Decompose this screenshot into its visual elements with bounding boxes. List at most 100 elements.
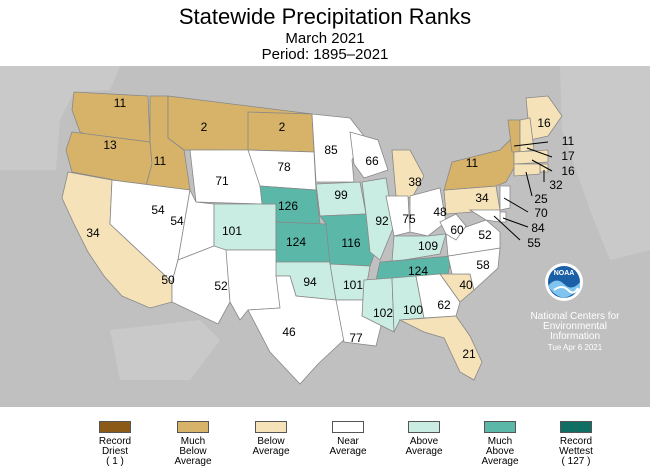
rank-label-wa: 11 [114, 96, 127, 110]
state-mi [391, 149, 425, 199]
rank-label-mt: 2 [201, 120, 208, 134]
legend-label: Record [559, 436, 593, 447]
noaa-logo: NOAA [544, 262, 584, 307]
rank-label-co: 101 [222, 224, 242, 238]
legend-label: Average [252, 446, 290, 457]
leader-line-nh [526, 147, 553, 158]
state-tx [247, 275, 353, 385]
rank-label-tx: 46 [282, 325, 296, 339]
rank-label-mo: 116 [341, 236, 360, 250]
rank-label-ne: 126 [278, 199, 298, 213]
rank-label-va: 52 [478, 228, 492, 242]
map-period: Period: 1895–2021 [261, 46, 389, 63]
rank-label-me: 16 [537, 116, 551, 130]
legend-item-7: Record Wettest( 127 ) [536, 421, 616, 467]
rank-label-nm: 52 [214, 279, 228, 293]
leader-line-md [493, 215, 521, 241]
state-de [499, 211, 507, 223]
leader-line-ct [525, 171, 533, 197]
leader-line-de [502, 217, 529, 228]
map-month: March 2021 [285, 30, 365, 47]
rank-label-fl: 21 [462, 347, 476, 361]
leader-line-nj [503, 197, 529, 213]
rank-label-nd: 2 [279, 120, 286, 134]
state-wv [439, 213, 467, 241]
legend-swatch [177, 421, 209, 433]
legend-swatch [255, 421, 287, 433]
rank-label-sd: 78 [277, 160, 291, 174]
rank-label-il: 92 [375, 214, 389, 228]
legend-label: Record [98, 436, 132, 447]
rank-label-ri: 32 [549, 178, 563, 192]
legend-label: Above [409, 436, 439, 447]
leader-line-ma [531, 159, 553, 172]
state-fl [398, 315, 483, 381]
rank-label-az: 50 [161, 273, 175, 287]
legend-label: Below [179, 446, 207, 457]
legend-item-3: Below Average [231, 421, 311, 457]
state-mn [311, 113, 365, 183]
legend-label: ( 127 ) [561, 456, 591, 467]
land-region-2 [560, 66, 650, 260]
rank-label-wy: 71 [215, 174, 229, 188]
legend-label: Average [174, 456, 212, 467]
rank-label-sc: 40 [459, 278, 473, 292]
state-wi [349, 131, 389, 179]
legend-label: Wettest [559, 446, 593, 457]
legend-label: Average [329, 446, 367, 457]
rank-label-tn: 124 [408, 264, 428, 278]
rank-label-la: 77 [349, 331, 363, 345]
rank-label-ct: 25 [534, 192, 548, 206]
legend-label: Above [485, 446, 515, 457]
rank-label-de: 84 [531, 221, 545, 235]
land-region-3 [110, 320, 220, 380]
state-ny [443, 135, 515, 191]
state-oh [409, 187, 447, 237]
rank-label-md: 55 [527, 236, 541, 250]
rank-label-pa: 34 [475, 191, 489, 205]
rank-label-wi: 66 [365, 154, 379, 168]
legend-swatch [560, 421, 592, 433]
rank-label-al: 100 [403, 303, 423, 317]
legend-swatch [408, 421, 440, 433]
rank-label-ga: 62 [437, 298, 451, 312]
credit-line-3: Information [549, 331, 601, 342]
legend-label: Much [487, 436, 513, 447]
rank-label-mn: 85 [324, 143, 338, 157]
rank-label-vt: 11 [562, 134, 575, 148]
legend-label: Below [257, 436, 285, 447]
rank-label-nc: 58 [476, 258, 490, 272]
legend-item-1: Record Driest( 1 ) [75, 421, 155, 467]
ncei-credit: National Centers for Environmental Infor… [520, 312, 630, 353]
legend-item-6: Much Above Average [460, 421, 540, 467]
credit-line-1: National Centers for [530, 311, 620, 322]
legend-label: Driest [101, 446, 129, 457]
rank-label-ks: 124 [286, 235, 306, 249]
rank-label-ny: 11 [466, 156, 479, 170]
legend-label: Much [180, 436, 206, 447]
legend-label: Average [481, 456, 519, 467]
rank-label-in: 75 [402, 212, 416, 226]
legend-label: ( 1 ) [106, 456, 124, 467]
legend-item-2: Much Below Average [153, 421, 233, 467]
state-nj [499, 185, 511, 211]
rank-label-nv: 54 [151, 203, 165, 217]
credit-line-2: Environmental [543, 321, 607, 332]
rank-label-ca: 34 [86, 226, 100, 240]
rank-label-ms: 102 [373, 306, 393, 320]
rank-label-ut: 54 [170, 214, 184, 228]
svg-text:NOAA: NOAA [554, 270, 575, 277]
rank-label-or: 13 [103, 138, 117, 152]
rank-label-oh: 48 [433, 205, 447, 219]
rank-label-nh: 17 [561, 149, 575, 163]
legend-swatch [99, 421, 131, 433]
state-ga [415, 273, 461, 319]
rank-label-ma: 16 [561, 164, 575, 178]
state-il [361, 177, 395, 261]
legend-label: Average [405, 446, 443, 457]
rank-label-ar: 101 [343, 278, 363, 292]
credit-date: Tue Apr 6 2021 [547, 343, 603, 352]
legend-swatch [484, 421, 516, 433]
rank-label-ia: 99 [334, 188, 348, 202]
state-va [445, 219, 501, 257]
